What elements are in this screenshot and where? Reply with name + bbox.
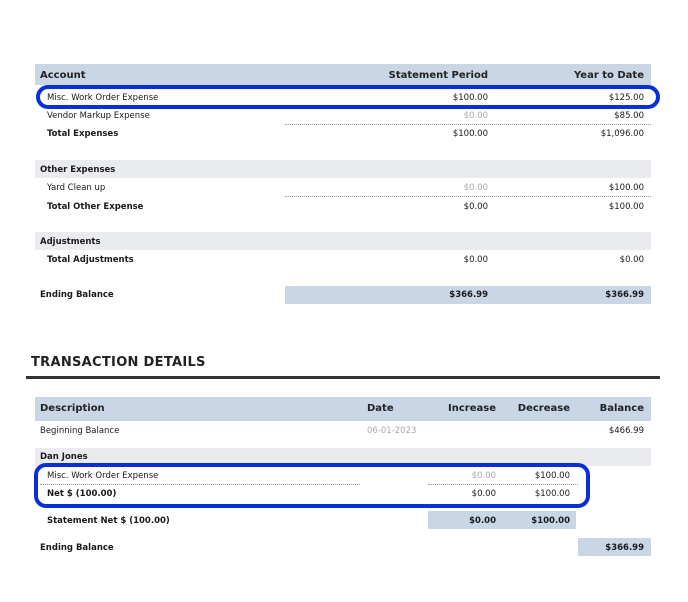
total-adjustments-period: $0.00 xyxy=(463,255,488,265)
total-other-expense-period: $0.00 xyxy=(463,202,488,212)
statement-net-band xyxy=(428,511,576,529)
increase-column-header: Increase xyxy=(448,403,496,414)
group-net-decrease: $100.00 xyxy=(534,489,570,499)
expense-row-ytd: $125.00 xyxy=(608,93,644,103)
statement-period-column-header: Statement Period xyxy=(388,70,488,81)
other-expenses-group-row xyxy=(35,160,651,178)
total-expenses-ytd: $1,096.00 xyxy=(600,129,644,139)
description-column-header: Description xyxy=(40,403,105,414)
transaction-item-decrease: $100.00 xyxy=(534,471,570,481)
highlight-box-transaction-group xyxy=(34,463,590,508)
transaction-item-increase: $0.00 xyxy=(471,471,496,481)
group-net-label: Net $ (100.00) xyxy=(47,489,117,499)
expense-row-period: $0.00 xyxy=(463,111,488,121)
summary-header-row xyxy=(35,64,651,85)
balance-column-header: Balance xyxy=(599,403,644,414)
other-expense-row-name: Yard Clean up xyxy=(47,183,106,193)
expense-row-name: Misc. Work Order Expense xyxy=(47,93,159,103)
adjustments-group-row xyxy=(35,232,651,250)
statement-net-increase: $0.00 xyxy=(469,516,496,526)
other-expense-row-period: $0.00 xyxy=(463,183,488,193)
item-divider xyxy=(428,484,578,485)
subtotal-divider xyxy=(285,124,651,125)
transaction-ending-balance-label: Ending Balance xyxy=(40,543,114,553)
ending-balance-label: Ending Balance xyxy=(40,290,114,300)
beginning-balance-date: 06-01-2023 xyxy=(367,426,417,436)
group-net-increase: $0.00 xyxy=(471,489,496,499)
total-adjustments-ytd: $0.00 xyxy=(619,255,644,265)
transaction-ending-band xyxy=(578,538,651,556)
transaction-item-label: Misc. Work Order Expense xyxy=(47,471,159,481)
expense-row-name: Vendor Markup Expense xyxy=(47,111,150,121)
other-expense-row-ytd: $100.00 xyxy=(608,183,644,193)
statement-net-decrease: $100.00 xyxy=(531,516,570,526)
owner-group-name: Dan Jones xyxy=(40,452,88,462)
beginning-balance-label: Beginning Balance xyxy=(40,426,120,436)
total-expenses-label: Total Expenses xyxy=(47,129,119,139)
owner-group-row xyxy=(35,448,651,466)
date-column-header: Date xyxy=(367,403,394,414)
beginning-balance-value: $466.99 xyxy=(608,426,644,436)
expense-row-period: $100.00 xyxy=(452,93,488,103)
total-adjustments-label: Total Adjustments xyxy=(47,255,134,265)
transaction-header-row xyxy=(35,397,651,421)
adjustments-label: Adjustments xyxy=(40,237,101,247)
other-expenses-label: Other Expenses xyxy=(40,165,116,175)
account-column-header: Account xyxy=(40,70,86,81)
expense-row-ytd: $85.00 xyxy=(614,111,644,121)
transaction-details-title: TRANSACTION DETAILS xyxy=(31,355,206,370)
total-other-expense-ytd: $100.00 xyxy=(608,202,644,212)
total-expenses-period: $100.00 xyxy=(452,129,488,139)
item-divider xyxy=(40,484,360,485)
highlight-box-expense-row xyxy=(36,85,660,109)
ending-balance-period: $366.99 xyxy=(449,290,488,300)
decrease-column-header: Decrease xyxy=(517,403,570,414)
ending-balance-ytd: $366.99 xyxy=(605,290,644,300)
section-rule xyxy=(26,376,660,379)
total-other-expense-label: Total Other Expense xyxy=(47,202,144,212)
year-to-date-column-header: Year to Date xyxy=(573,70,644,81)
statement-net-label: Statement Net $ (100.00) xyxy=(47,516,170,526)
ending-balance-band xyxy=(285,286,651,304)
subtotal-divider xyxy=(285,196,651,197)
transaction-ending-balance-value: $366.99 xyxy=(605,543,644,553)
